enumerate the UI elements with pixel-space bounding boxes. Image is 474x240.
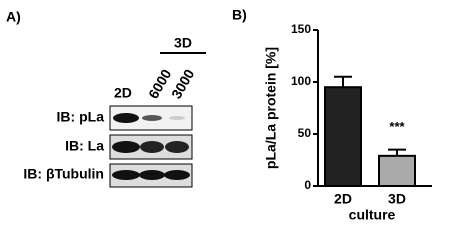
x-tick-label: 2D: [334, 191, 352, 207]
band: [164, 170, 190, 180]
y-tick-label: 100: [291, 74, 311, 88]
band: [112, 170, 140, 180]
band: [140, 141, 164, 153]
band: [112, 141, 140, 153]
y-axis-title: pLa/La protein [%]: [263, 47, 279, 169]
band: [169, 116, 185, 120]
panel-label: B): [232, 7, 247, 23]
lane-label: 6000: [145, 66, 175, 101]
lane-label: 3000: [168, 66, 198, 101]
y-tick-label: 150: [291, 22, 311, 36]
group-label: 3D: [174, 35, 192, 51]
band: [139, 170, 165, 180]
band: [113, 113, 139, 123]
y-tick-label: 0: [304, 178, 311, 192]
x-tick-label: 3D: [388, 191, 406, 207]
row-label: IB: βTubulin: [23, 166, 104, 182]
row-label: IB: pLa: [57, 109, 105, 125]
figure: A) 3D 2D 6000 3000 IB: pLa IB: La IB: βT…: [6, 7, 432, 223]
lane-label: 2D: [114, 85, 132, 101]
annotation: ***: [389, 119, 405, 134]
bar: [324, 86, 362, 187]
row-label: IB: La: [65, 138, 104, 154]
bar: [378, 154, 416, 187]
panel-label: A): [6, 9, 21, 25]
x-axis-title: culture: [349, 207, 396, 223]
y-tick-label: 50: [298, 126, 312, 140]
blot: [109, 105, 193, 188]
band: [142, 115, 162, 121]
band: [165, 141, 189, 153]
